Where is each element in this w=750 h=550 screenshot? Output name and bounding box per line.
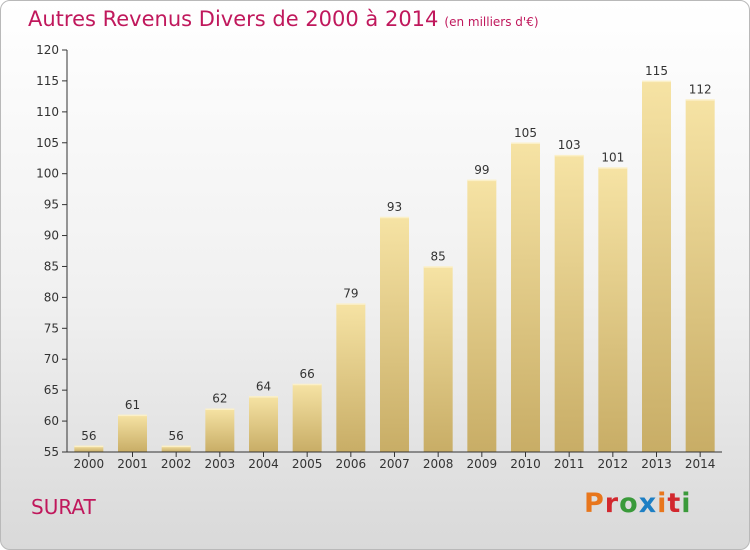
data-label: 64 <box>256 379 271 393</box>
x-tick-label: 2012 <box>598 457 629 471</box>
data-label: 103 <box>558 138 581 152</box>
bars: 56 61 56 62 64 66 79 93 85 99 105 103 101 115 112 <box>74 64 715 452</box>
bar <box>118 414 147 452</box>
data-label: 93 <box>387 200 402 214</box>
data-label: 101 <box>601 151 624 165</box>
y-tick-label: 100 <box>36 167 59 181</box>
x-tick-label: 2007 <box>379 457 410 471</box>
data-label: 61 <box>125 398 140 412</box>
y-tick-label: 90 <box>44 229 59 243</box>
proxiti-logo[interactable]: Proxiti <box>584 488 692 519</box>
x-tick-label: 2002 <box>161 457 192 471</box>
bar <box>598 167 628 452</box>
bar <box>511 142 540 452</box>
bar <box>685 99 715 452</box>
bar <box>161 445 191 452</box>
logo-letter: o <box>619 488 639 519</box>
logo-letter: x <box>638 488 658 519</box>
x-tick-label: 2001 <box>117 457 148 471</box>
y-tick-label: 95 <box>44 198 59 212</box>
y-tick-label: 70 <box>44 352 59 366</box>
bar <box>467 179 497 452</box>
y-tick-label: 75 <box>44 321 59 335</box>
bar <box>205 408 235 452</box>
chart-subtitle: (en milliers d'€) <box>444 15 539 29</box>
bar <box>249 396 278 452</box>
bar <box>423 266 453 452</box>
logo-letter: i <box>657 488 668 519</box>
bar <box>74 445 104 452</box>
bar <box>380 216 409 452</box>
x-tick-label: 2006 <box>336 457 367 471</box>
data-label: 66 <box>300 367 315 381</box>
x-tick-label: 2013 <box>641 457 672 471</box>
y-axis: 55 60 65 70 75 80 85 90 95 100 105 110 115 120 <box>36 43 67 459</box>
data-label: 115 <box>645 64 668 78</box>
y-tick-label: 120 <box>36 43 59 57</box>
x-tick-label: 2000 <box>74 457 105 471</box>
data-label: 105 <box>514 126 537 140</box>
chart-title: Autres Revenus Divers de 2000 à 2014 (en … <box>28 7 539 31</box>
bar <box>336 303 366 452</box>
commune-name: SURAT <box>31 495 96 519</box>
logo-letter: t <box>667 488 682 519</box>
x-tick-label: 2009 <box>467 457 498 471</box>
logo-letter: P <box>584 488 605 519</box>
data-label: 62 <box>212 392 227 406</box>
y-tick-label: 65 <box>44 383 59 397</box>
data-label: 79 <box>343 287 358 301</box>
bar <box>554 155 584 452</box>
y-tick-label: 80 <box>44 290 59 304</box>
y-tick-label: 85 <box>44 259 59 273</box>
logo-letter: r <box>604 488 620 519</box>
bar <box>292 383 322 452</box>
data-label: 112 <box>689 82 712 96</box>
bar <box>642 80 671 452</box>
logo-letter: i <box>681 488 692 519</box>
y-tick-label: 55 <box>44 445 59 459</box>
y-tick-label: 110 <box>36 105 59 119</box>
x-tick-label: 2011 <box>554 457 585 471</box>
data-label: 85 <box>431 249 446 263</box>
x-tick-label: 2008 <box>423 457 454 471</box>
y-tick-label: 60 <box>44 414 59 428</box>
y-tick-label: 115 <box>36 74 59 88</box>
data-label: 56 <box>81 429 96 443</box>
x-tick-label: 2010 <box>510 457 541 471</box>
x-axis: 2000 2001 2002 2003 2004 2005 2006 2007 2008 2009… <box>74 452 716 471</box>
x-tick-label: 2005 <box>292 457 323 471</box>
y-tick-label: 105 <box>36 136 59 150</box>
x-tick-label: 2014 <box>685 457 716 471</box>
data-label: 99 <box>474 163 489 177</box>
data-label: 56 <box>169 429 184 443</box>
x-tick-label: 2003 <box>205 457 236 471</box>
chart-title-text: Autres Revenus Divers de 2000 à 2014 <box>28 7 439 31</box>
x-tick-label: 2004 <box>248 457 279 471</box>
